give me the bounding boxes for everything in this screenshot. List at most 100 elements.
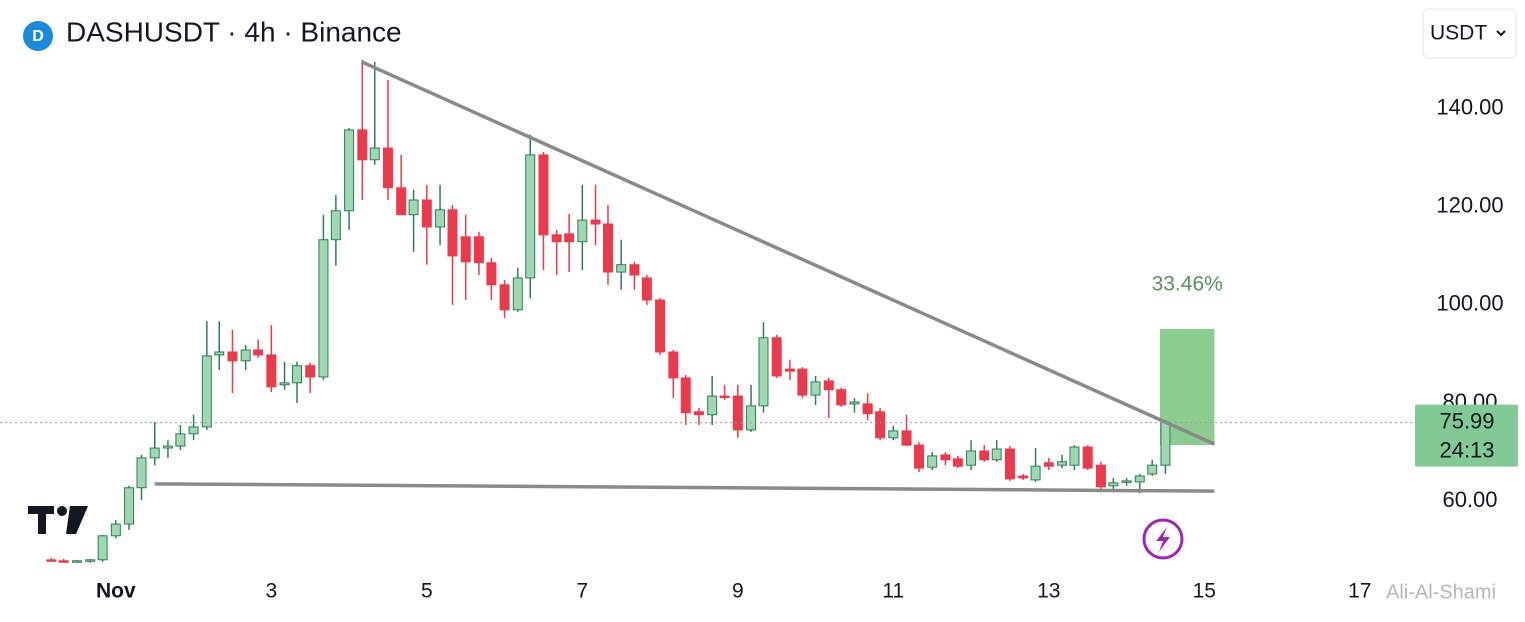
candle-body bbox=[408, 199, 419, 216]
candle-body bbox=[240, 349, 251, 362]
candle-body bbox=[1069, 446, 1080, 466]
candle-body bbox=[966, 450, 977, 466]
candle-body bbox=[499, 284, 510, 311]
candle-body bbox=[1057, 461, 1068, 466]
trendline bbox=[154, 482, 1215, 493]
candle-body bbox=[396, 187, 407, 216]
candle-body bbox=[214, 351, 225, 356]
candle-body bbox=[330, 210, 341, 241]
currency-label[interactable]: USDT bbox=[1430, 22, 1487, 45]
candle-body bbox=[810, 381, 821, 396]
candle-body bbox=[629, 264, 640, 276]
candle-body bbox=[279, 382, 290, 386]
candle-body bbox=[266, 354, 277, 388]
candle-body bbox=[952, 458, 963, 467]
candle-body bbox=[253, 349, 264, 356]
x-tick-label: 7 bbox=[576, 580, 588, 603]
candle-body bbox=[641, 277, 652, 301]
candle-body bbox=[473, 236, 484, 264]
candle-body bbox=[46, 559, 57, 562]
candle-body bbox=[175, 433, 186, 447]
projection-label: 33.46% bbox=[1152, 272, 1223, 295]
candle-body bbox=[927, 455, 938, 468]
candle-body bbox=[758, 337, 769, 407]
last-price-box bbox=[1415, 404, 1518, 467]
lightning-icon bbox=[1142, 518, 1184, 560]
candle-body bbox=[1108, 482, 1119, 487]
candle-body bbox=[318, 239, 329, 378]
candle-body bbox=[888, 430, 899, 439]
candle-body bbox=[1160, 422, 1171, 466]
candle-body bbox=[162, 445, 173, 449]
candle-body bbox=[991, 448, 1002, 461]
candle-body bbox=[1018, 475, 1029, 479]
candle-body bbox=[512, 277, 523, 311]
x-tick-label: 13 bbox=[1037, 580, 1060, 603]
x-tick-label: 5 bbox=[421, 580, 433, 603]
dropdown-arrow bbox=[1496, 30, 1506, 37]
candle-body bbox=[110, 523, 121, 537]
coin-icon bbox=[23, 21, 53, 51]
candle-body bbox=[771, 337, 782, 377]
candle-body bbox=[1134, 475, 1145, 483]
candle-body bbox=[1082, 446, 1093, 469]
candle-body bbox=[707, 395, 718, 416]
candle-body bbox=[602, 223, 613, 273]
candle-body bbox=[447, 209, 458, 257]
candle-body bbox=[382, 147, 393, 189]
candle-body bbox=[1095, 464, 1106, 488]
candle-body bbox=[913, 444, 924, 469]
candle-body bbox=[1121, 480, 1132, 483]
candle-body bbox=[58, 560, 69, 563]
candle-body bbox=[577, 219, 588, 243]
x-tick-label: 15 bbox=[1193, 580, 1216, 603]
candle-body bbox=[616, 264, 627, 273]
candle-body bbox=[435, 209, 446, 228]
candle-body bbox=[1030, 465, 1041, 481]
candle-body bbox=[188, 426, 199, 435]
x-tick-label: 11 bbox=[882, 580, 904, 603]
candle-body bbox=[136, 457, 147, 489]
candle-body bbox=[227, 351, 238, 362]
candle-body bbox=[564, 233, 575, 243]
candle-body bbox=[1043, 462, 1054, 467]
candle-body bbox=[1147, 464, 1158, 475]
y-tick-label: 60.00 bbox=[1442, 487, 1497, 512]
candle-body bbox=[291, 365, 302, 384]
candle-body bbox=[305, 365, 316, 378]
x-tick-label: 9 bbox=[732, 580, 744, 603]
candle-body bbox=[680, 377, 691, 414]
candle-body bbox=[823, 380, 834, 391]
last-price-label: 75.99 bbox=[1439, 408, 1494, 433]
candle-body bbox=[97, 535, 108, 561]
candle-body bbox=[525, 154, 536, 279]
candle-body bbox=[551, 234, 562, 243]
candle-body bbox=[979, 450, 990, 461]
candle-body bbox=[655, 299, 666, 353]
currency-select[interactable] bbox=[1422, 8, 1517, 59]
watermark: Ali-Al-Shami bbox=[1386, 581, 1496, 603]
candle-body bbox=[460, 236, 471, 263]
candle-body bbox=[1004, 448, 1015, 480]
candle-body bbox=[668, 351, 679, 379]
trendline bbox=[360, 60, 1216, 446]
y-tick-label: 100.00 bbox=[1436, 291, 1503, 316]
candle-body bbox=[901, 430, 912, 446]
candle-body bbox=[732, 395, 743, 431]
x-tick-label: Nov bbox=[96, 580, 136, 603]
countdown-label: 24:13 bbox=[1439, 437, 1494, 462]
candle-body bbox=[693, 411, 704, 416]
y-tick-label: 120.00 bbox=[1436, 193, 1503, 218]
chart-title: DASHUSDT · 4h · Binance bbox=[66, 16, 402, 47]
candle-body bbox=[797, 368, 808, 396]
candle-body bbox=[201, 355, 212, 428]
candle-body bbox=[149, 447, 160, 459]
x-tick-label: 17 bbox=[1348, 580, 1371, 603]
candle-body bbox=[849, 401, 860, 405]
candle-body bbox=[538, 154, 549, 236]
candle-body bbox=[71, 560, 82, 563]
candle-body bbox=[719, 395, 730, 399]
x-tick-label: 3 bbox=[265, 580, 277, 603]
candle-body bbox=[784, 368, 795, 372]
candle-body bbox=[344, 129, 355, 212]
